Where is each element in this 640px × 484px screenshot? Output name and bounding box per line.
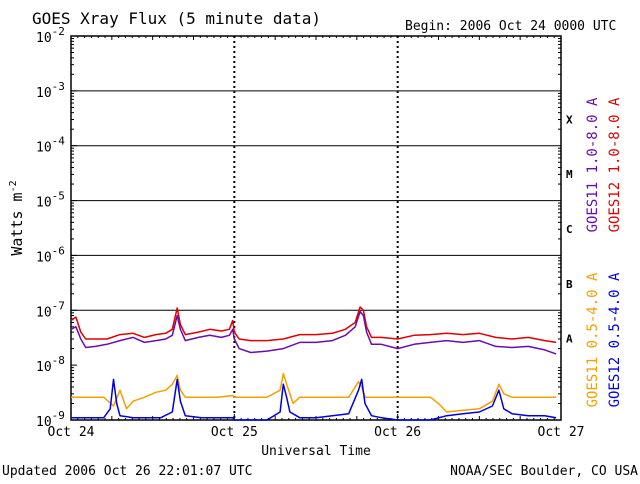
y-tick-label-5: 10-7	[36, 299, 65, 320]
footer-updated: Updated 2006 Oct 26 22:01:07 UTC	[2, 464, 252, 479]
y-tick-base: 10	[36, 196, 52, 211]
flare-class-B: B	[566, 278, 573, 291]
flare-class-X: X	[566, 113, 573, 126]
y-tick-base: 10	[36, 250, 52, 265]
y-tick-base: 10	[36, 31, 52, 46]
y-tick-label-7: 10-9	[36, 409, 65, 430]
y-tick-exponent: -3	[52, 80, 65, 93]
y-axis-label-main: Watts m	[8, 192, 26, 255]
y-tick-exponent: -8	[52, 354, 65, 367]
y-tick-base: 10	[36, 360, 52, 375]
series-line-goes11-1-0-8-0-a	[70, 310, 557, 355]
y-tick-exponent: -7	[52, 299, 65, 312]
flare-class-A: A	[566, 333, 573, 346]
x-tick-label-2: Oct 26	[374, 425, 421, 440]
series-line-goes11-0-5-4-0-a	[71, 372, 557, 413]
y-tick-label-4: 10-6	[36, 244, 65, 265]
y-axis-label: Watts m-2	[8, 180, 26, 255]
x-tick-label-0: Oct 24	[48, 425, 95, 440]
y-tick-exponent: -4	[52, 135, 66, 148]
y-tick-label-0: 10-2	[36, 25, 65, 46]
chart-title: GOES Xray Flux (5 minute data)	[32, 9, 321, 28]
y-tick-base: 10	[36, 305, 52, 320]
y-tick-exponent: -6	[52, 244, 65, 257]
y-tick-label-6: 10-8	[36, 354, 65, 375]
y-tick-exponent: -2	[52, 25, 65, 38]
flare-class-C: C	[566, 223, 573, 236]
y-tick-label-3: 10-5	[36, 190, 65, 211]
x-tick-label-3: Oct 27	[538, 425, 585, 440]
legend-bottom-entry-0: GOES11 0.5-4.0 A	[585, 272, 601, 407]
flare-class-M: M	[566, 168, 573, 181]
x-axis-label: Universal Time	[261, 444, 371, 459]
y-tick-label-1: 10-3	[36, 80, 65, 101]
legend-top-entry-0: GOES11 1.0-8.0 A	[585, 97, 601, 232]
y-tick-base: 10	[36, 86, 52, 101]
begin-label: Begin: 2006 Oct 24 0000 UTC	[405, 19, 616, 34]
series-line-goes12-1-0-8-0-a	[70, 306, 557, 344]
y-tick-base: 10	[36, 141, 52, 156]
y-tick-exponent: -9	[52, 409, 65, 422]
y-tick-exponent: -5	[52, 190, 65, 203]
legend-top-entry-1: GOES12 1.0-8.0 A	[607, 97, 623, 232]
y-tick-base: 10	[36, 415, 52, 430]
legend-bottom-entry-1: GOES12 0.5-4.0 A	[607, 272, 623, 407]
y-tick-label-2: 10-4	[36, 135, 65, 156]
series-line-goes12-0-5-4-0-a	[71, 378, 557, 421]
y-axis-label-exponent: -2	[8, 180, 19, 192]
footer-source: NOAA/SEC Boulder, CO USA	[450, 464, 638, 479]
x-tick-label-1: Oct 25	[211, 425, 258, 440]
